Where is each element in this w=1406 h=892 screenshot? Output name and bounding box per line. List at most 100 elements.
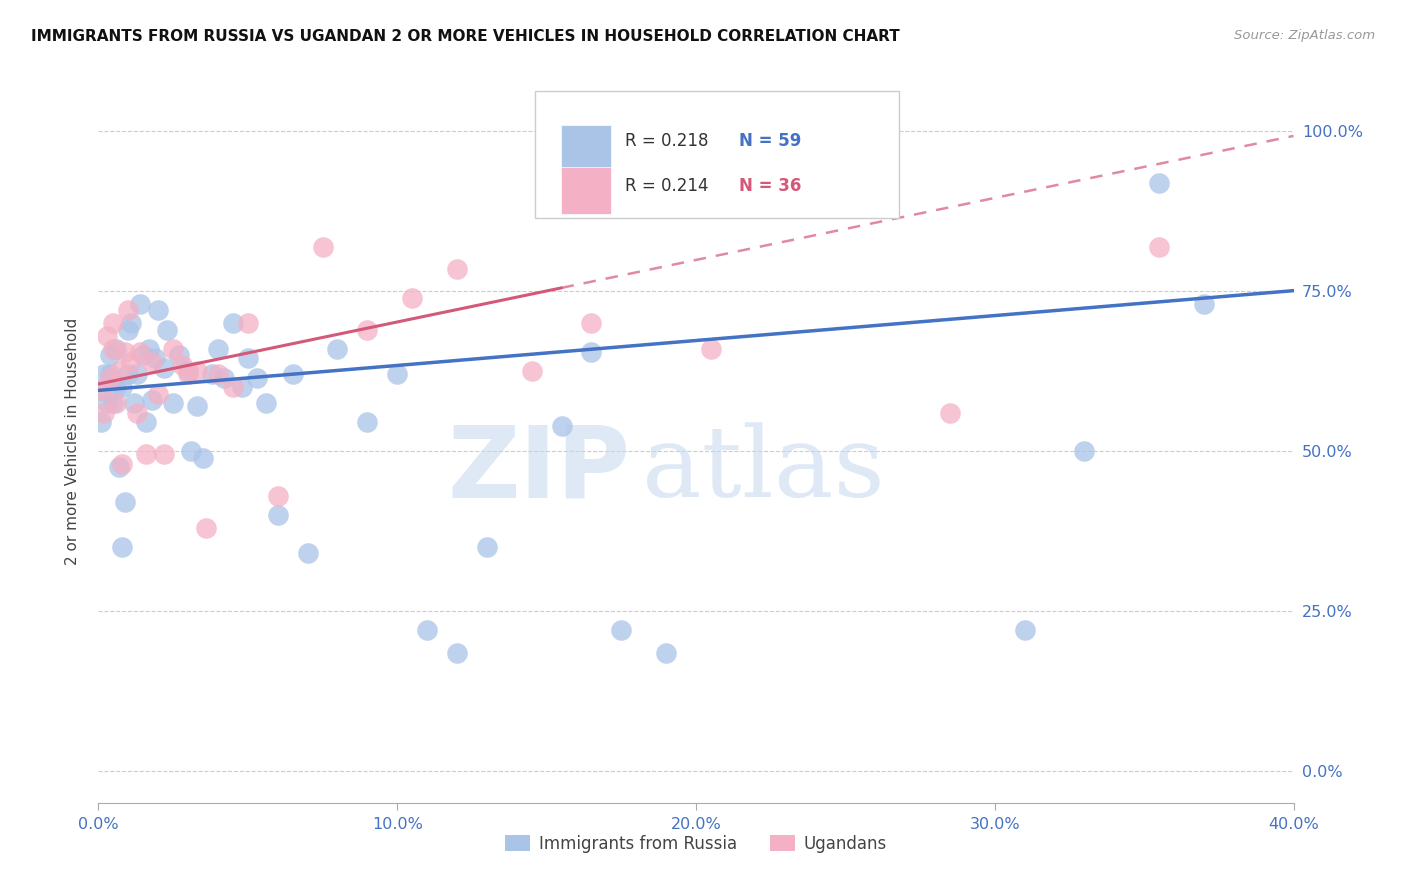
- Point: [117, 303, 139, 318]
- Point: [108, 364, 131, 378]
- Point: [246, 370, 269, 384]
- Point: [96, 329, 118, 343]
- Point: [90, 415, 112, 429]
- Point: [177, 364, 200, 378]
- Point: [96, 396, 118, 410]
- Point: [156, 323, 179, 337]
- Point: [401, 291, 423, 305]
- Point: [127, 406, 149, 420]
- Point: [177, 368, 200, 382]
- Point: [138, 342, 160, 356]
- Point: [1014, 623, 1036, 637]
- Point: [127, 368, 149, 382]
- Text: R = 0.218: R = 0.218: [626, 132, 709, 150]
- Legend: Immigrants from Russia, Ugandans: Immigrants from Russia, Ugandans: [499, 828, 893, 860]
- Point: [222, 380, 245, 394]
- Point: [153, 361, 176, 376]
- Point: [416, 623, 439, 637]
- Point: [111, 540, 134, 554]
- Point: [254, 396, 277, 410]
- Point: [281, 368, 304, 382]
- Bar: [561, 167, 612, 214]
- Point: [550, 418, 572, 433]
- Text: Source: ZipAtlas.com: Source: ZipAtlas.com: [1234, 29, 1375, 42]
- Point: [311, 239, 333, 253]
- Point: [105, 380, 128, 394]
- Point: [105, 342, 128, 356]
- Point: [520, 364, 543, 378]
- Point: [356, 323, 378, 337]
- Text: N = 36: N = 36: [740, 177, 801, 194]
- Point: [180, 444, 202, 458]
- Point: [162, 342, 184, 356]
- Point: [117, 323, 139, 337]
- Point: [141, 392, 163, 407]
- Point: [148, 303, 170, 318]
- Point: [120, 316, 142, 330]
- Point: [111, 380, 134, 394]
- Point: [1073, 444, 1095, 458]
- Point: [90, 384, 112, 398]
- Point: [135, 415, 157, 429]
- Point: [172, 358, 194, 372]
- Point: [655, 646, 678, 660]
- Point: [267, 508, 290, 522]
- Point: [90, 384, 112, 398]
- Point: [103, 316, 125, 330]
- Point: [143, 351, 166, 366]
- Point: [135, 447, 157, 461]
- Point: [103, 396, 125, 410]
- Point: [610, 623, 633, 637]
- Point: [103, 342, 125, 356]
- Point: [103, 374, 125, 388]
- Point: [939, 406, 962, 420]
- Bar: [561, 125, 612, 172]
- Text: IMMIGRANTS FROM RUSSIA VS UGANDAN 2 OR MORE VEHICLES IN HOUSEHOLD CORRELATION CH: IMMIGRANTS FROM RUSSIA VS UGANDAN 2 OR M…: [31, 29, 900, 44]
- Point: [1147, 239, 1170, 253]
- Point: [98, 348, 122, 362]
- Point: [167, 348, 190, 362]
- Point: [105, 396, 128, 410]
- Point: [581, 316, 603, 330]
- Point: [129, 297, 152, 311]
- Point: [446, 261, 468, 276]
- Point: [231, 380, 253, 394]
- Point: [207, 342, 229, 356]
- Point: [108, 460, 131, 475]
- Text: ZIP: ZIP: [447, 422, 630, 519]
- Point: [98, 368, 122, 382]
- Point: [111, 457, 134, 471]
- Point: [186, 364, 208, 378]
- Point: [207, 368, 229, 382]
- Point: [186, 400, 208, 414]
- Point: [195, 521, 218, 535]
- Point: [114, 345, 136, 359]
- Point: [162, 396, 184, 410]
- Point: [148, 386, 170, 401]
- Point: [236, 351, 259, 366]
- Point: [581, 345, 603, 359]
- Text: N = 59: N = 59: [740, 132, 801, 150]
- Text: atlas: atlas: [643, 423, 884, 518]
- Point: [1147, 176, 1170, 190]
- Y-axis label: 2 or more Vehicles in Household: 2 or more Vehicles in Household: [65, 318, 80, 566]
- Point: [356, 415, 378, 429]
- Point: [117, 368, 139, 382]
- Point: [236, 316, 259, 330]
- Point: [93, 368, 115, 382]
- Point: [132, 348, 155, 362]
- Point: [93, 406, 115, 420]
- Point: [191, 450, 214, 465]
- Point: [297, 546, 319, 560]
- Point: [114, 495, 136, 509]
- Point: [1192, 297, 1215, 311]
- Text: R = 0.214: R = 0.214: [626, 177, 709, 194]
- Point: [141, 354, 163, 368]
- Point: [446, 646, 468, 660]
- Point: [267, 489, 290, 503]
- Point: [153, 447, 176, 461]
- Point: [475, 540, 498, 554]
- Point: [222, 316, 245, 330]
- Point: [98, 370, 122, 384]
- Point: [326, 342, 349, 356]
